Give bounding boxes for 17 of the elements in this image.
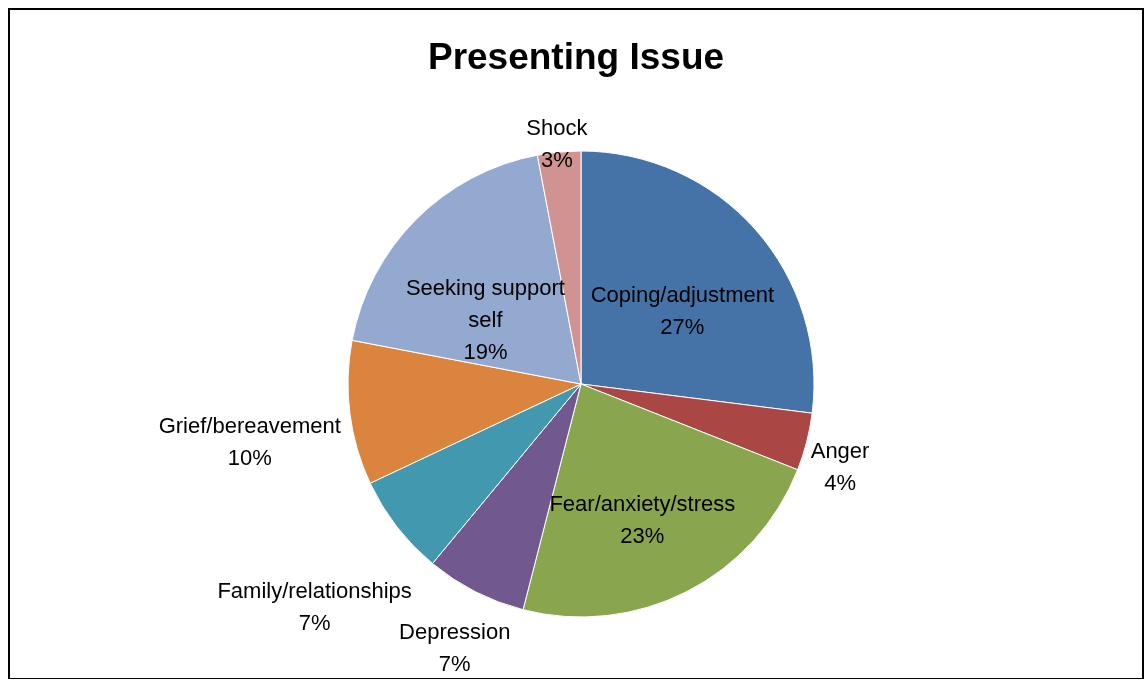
slice-label: Shock xyxy=(526,115,589,141)
data-label: 27% xyxy=(660,313,705,339)
slice-label: Grief/bereavement xyxy=(158,412,341,438)
chart-title: Presenting Issue xyxy=(427,36,725,77)
data-label: 4% xyxy=(824,469,856,495)
slice-label: Fear/anxiety/stress xyxy=(549,491,736,517)
slice-label: Seeking support self xyxy=(405,275,565,333)
data-label: 7% xyxy=(438,650,471,676)
data-label: 19% xyxy=(463,339,508,365)
slice-label: Family/relationships xyxy=(217,577,412,603)
slice-label: Coping/adjustment xyxy=(590,281,775,307)
slice-label: Anger xyxy=(810,437,870,463)
data-label: 10% xyxy=(227,444,272,470)
data-label: 7% xyxy=(298,609,331,635)
data-label: 3% xyxy=(540,147,573,173)
slice-label: Depression xyxy=(399,618,511,644)
data-label: 23% xyxy=(620,523,665,549)
